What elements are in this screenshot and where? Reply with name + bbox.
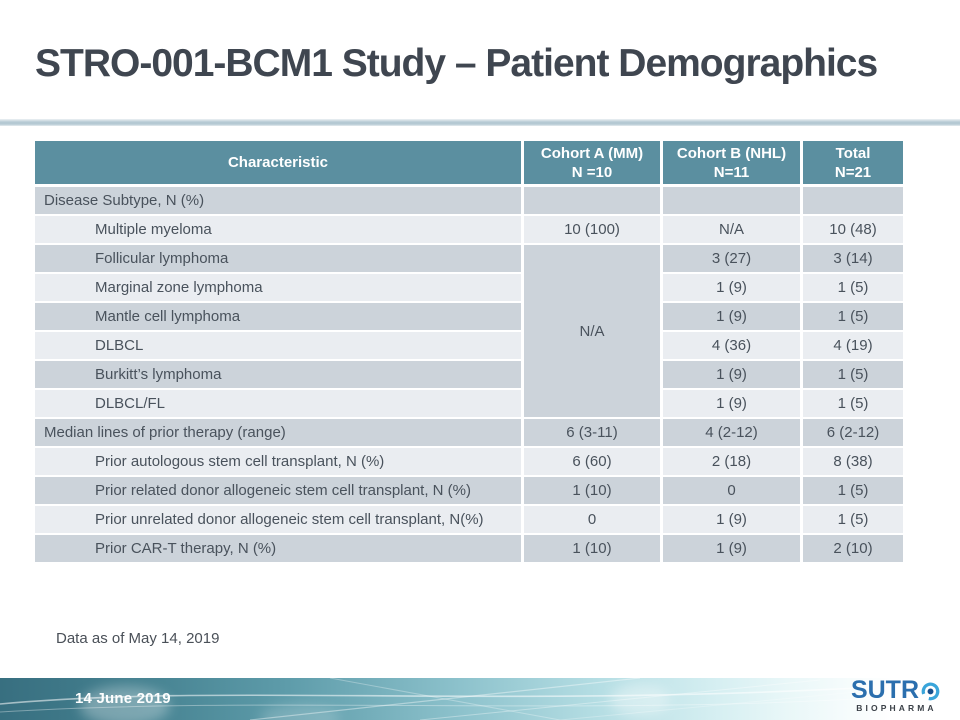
table-row: DLBCL/FL 1 (9) 1 (5) — [35, 390, 903, 419]
header-row: Characteristic Cohort A (MM) N =10 Cohort… — [35, 141, 903, 187]
col-label: Characteristic — [227, 154, 329, 171]
col-header-total: Total N=21 — [803, 141, 903, 187]
table-row: DLBCL 4 (36) 4 (19) — [35, 332, 903, 361]
row-label: Prior autologous stem cell transplant, N… — [35, 448, 524, 477]
col-label: Cohort B (NHL) — [676, 144, 787, 162]
cell-total: 8 (38) — [803, 448, 903, 477]
cell-cohort-b — [663, 187, 803, 216]
cell-cohort-b: 1 (9) — [663, 274, 803, 303]
cell-total: 6 (2-12) — [803, 419, 903, 448]
cell-total: 1 (5) — [803, 390, 903, 419]
cell-cohort-b: 2 (18) — [663, 448, 803, 477]
cell-total: 1 (5) — [803, 506, 903, 535]
table-row: Disease Subtype, N (%) — [35, 187, 903, 216]
col-header-cohort-b: Cohort B (NHL) N=11 — [663, 141, 803, 187]
demographics-table: Characteristic Cohort A (MM) N =10 Cohort… — [35, 141, 903, 564]
table-row: Median lines of prior therapy (range) 6 (… — [35, 419, 903, 448]
table-body: Disease Subtype, N (%) Multiple myeloma 10… — [35, 187, 903, 564]
cell-total: 1 (5) — [803, 303, 903, 332]
logo-wordmark-row: SUTR — [850, 676, 941, 704]
table-row: Prior CAR-T therapy, N (%) 1 (10) 1 (9) 2 (… — [35, 535, 903, 564]
row-label: Burkitt’s lymphoma — [35, 361, 524, 390]
slide-title: STRO-001-BCM1 Study – Patient Demographi… — [35, 42, 878, 85]
cell-cohort-a: 10 (100) — [524, 216, 663, 245]
cell-cohort-b: 1 (9) — [663, 361, 803, 390]
cell-cohort-a-merged: N/A — [524, 245, 663, 419]
cell-total: 1 (5) — [803, 274, 903, 303]
row-label: Mantle cell lymphoma — [35, 303, 524, 332]
col-label: Cohort A (MM) — [540, 144, 644, 162]
data-cutoff-footnote: Data as of May 14, 2019 — [56, 630, 220, 647]
cell-cohort-a: 6 (3-11) — [524, 419, 663, 448]
cell-cohort-b: 3 (27) — [663, 245, 803, 274]
cell-total: 10 (48) — [803, 216, 903, 245]
footer-date: 14 June 2019 — [75, 690, 171, 707]
cell-cohort-a: 6 (60) — [524, 448, 663, 477]
row-label: Disease Subtype, N (%) — [35, 187, 524, 216]
col-sub: N =10 — [571, 163, 613, 181]
cell-cohort-b: 4 (36) — [663, 332, 803, 361]
row-label: DLBCL — [35, 332, 524, 361]
title-divider — [0, 119, 960, 126]
table-header: Characteristic Cohort A (MM) N =10 Cohort… — [35, 141, 903, 187]
cell-cohort-a — [524, 187, 663, 216]
cell-total: 1 (5) — [803, 361, 903, 390]
logo-wordmark: SUTR — [850, 676, 919, 704]
row-label: Prior related donor allogeneic stem cell… — [35, 477, 524, 506]
row-label: Prior CAR-T therapy, N (%) — [35, 535, 524, 564]
table-row: Follicular lymphoma N/A 3 (27) 3 (14) — [35, 245, 903, 419]
cell-cohort-b: 1 (9) — [663, 506, 803, 535]
logo-o-icon — [921, 682, 940, 700]
cell-cohort-a: 1 (10) — [524, 477, 663, 506]
cell-cohort-b: 1 (9) — [663, 535, 803, 564]
footer-decoration — [0, 678, 960, 720]
table-row: Mantle cell lymphoma 1 (9) 1 (5) — [35, 303, 903, 332]
table-row: Multiple myeloma 10 (100) N/A 10 (48) — [35, 216, 903, 245]
col-header-characteristic: Characteristic — [35, 141, 524, 187]
row-label: Multiple myeloma — [35, 216, 524, 245]
table-row: Prior related donor allogeneic stem cell… — [35, 477, 903, 506]
row-label: Marginal zone lymphoma — [35, 274, 524, 303]
col-sub: N=21 — [834, 163, 872, 181]
row-label: Follicular lymphoma — [35, 245, 524, 274]
cell-cohort-b: 4 (2-12) — [663, 419, 803, 448]
cell-total — [803, 187, 903, 216]
table-row: Marginal zone lymphoma 1 (9) 1 (5) — [35, 274, 903, 303]
cell-total: 4 (19) — [803, 332, 903, 361]
table-row: Burkitt’s lymphoma 1 (9) 1 (5) — [35, 361, 903, 390]
sutro-biopharma-logo: SUTR BIOPHARMA — [851, 678, 941, 713]
cell-cohort-b: 1 (9) — [663, 303, 803, 332]
cell-cohort-b: 1 (9) — [663, 390, 803, 419]
row-label: Median lines of prior therapy (range) — [35, 419, 524, 448]
col-header-cohort-a: Cohort A (MM) N =10 — [524, 141, 663, 187]
cell-cohort-b: N/A — [663, 216, 803, 245]
col-label: Total — [835, 144, 871, 162]
row-label: Prior unrelated donor allogeneic stem ce… — [35, 506, 524, 535]
col-sub: N=11 — [713, 163, 750, 181]
cell-cohort-a: 0 — [524, 506, 663, 535]
footer-band: 14 June 2019 — [0, 678, 960, 720]
cell-total: 2 (10) — [803, 535, 903, 564]
table-row: Prior unrelated donor allogeneic stem ce… — [35, 506, 903, 535]
logo-subtext: BIOPHARMA — [856, 703, 937, 713]
cell-cohort-b: 0 — [663, 477, 803, 506]
table-row: Prior autologous stem cell transplant, N… — [35, 448, 903, 477]
cell-total: 1 (5) — [803, 477, 903, 506]
cell-cohort-a: 1 (10) — [524, 535, 663, 564]
cell-total: 3 (14) — [803, 245, 903, 274]
row-label: DLBCL/FL — [35, 390, 524, 419]
